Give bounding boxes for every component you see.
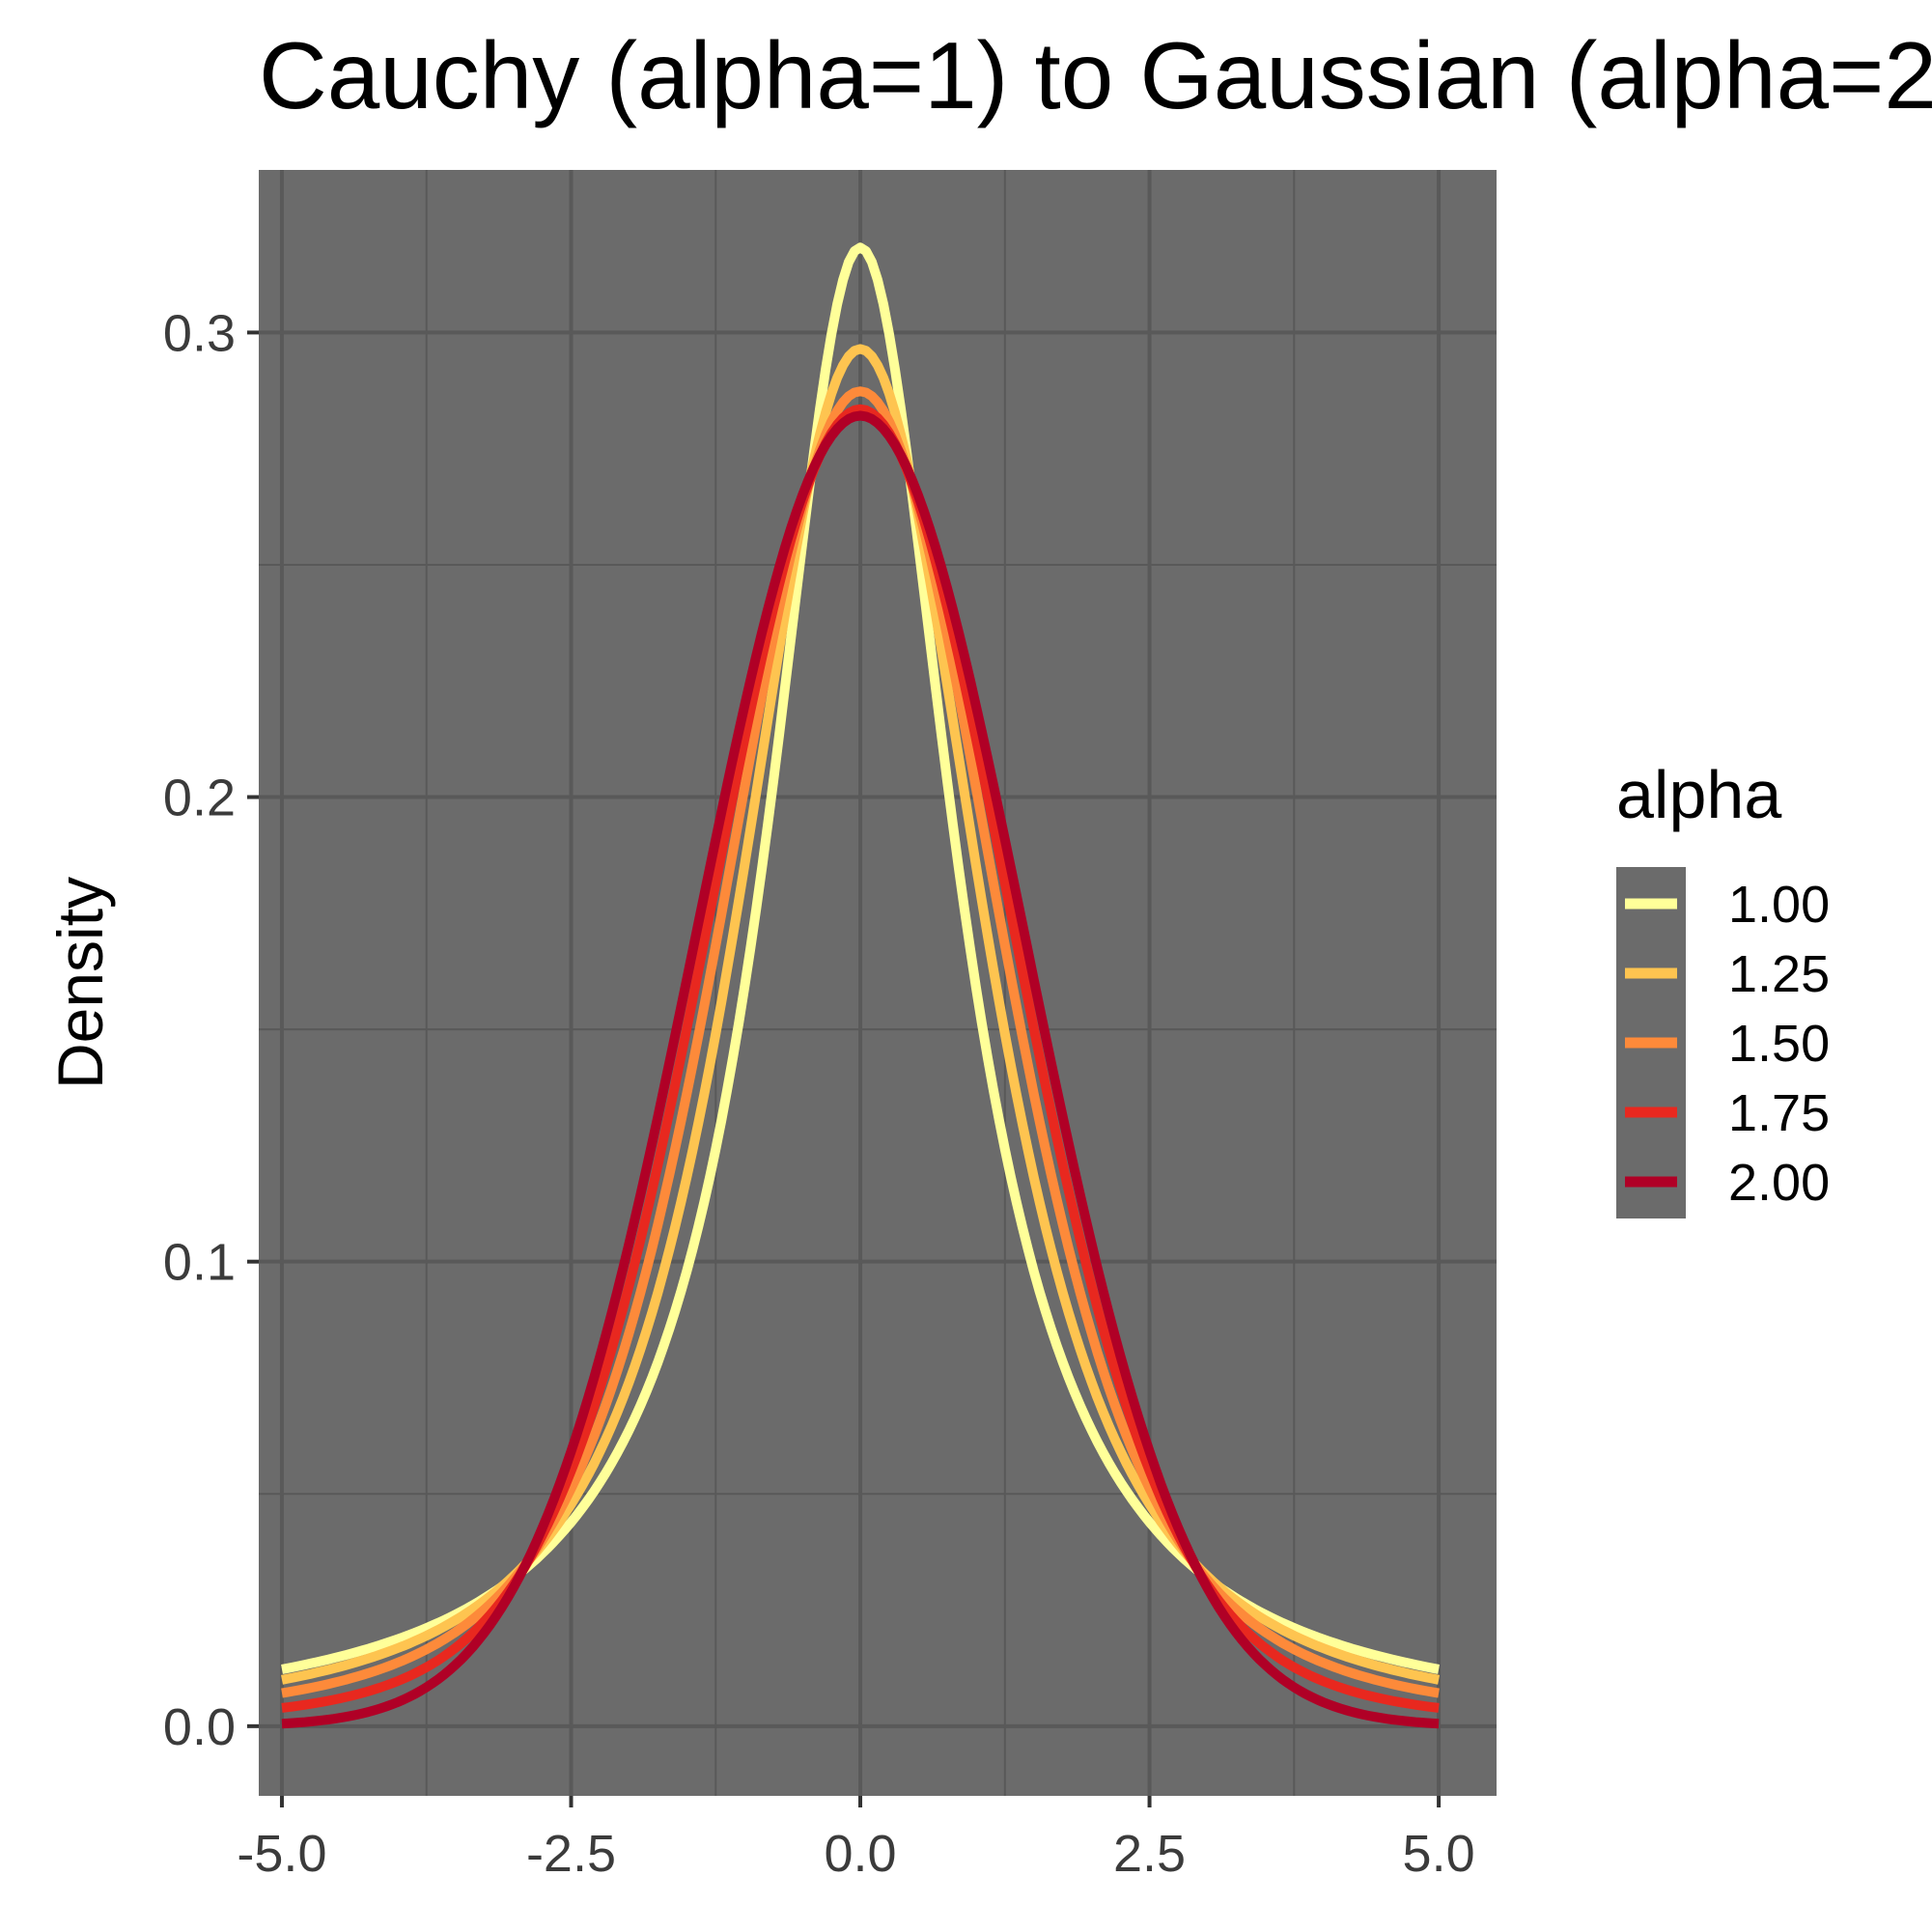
chart-title: Cauchy (alpha=1) to Gaussian (alpha=2 [259,22,1932,128]
y-tick-label: 0.1 [163,1234,236,1292]
x-tick-label: 2.5 [1113,1825,1186,1883]
legend-label: 1.00 [1728,876,1830,934]
y-tick-label: 0.3 [163,304,236,362]
axis-ticks: -5.0 -2.5 0.0 2.5 5.0 0.0 0.1 0.2 0.3 [163,304,1475,1883]
series-lines [281,242,1441,1729]
legend-items: 1.00 1.25 1.50 1.75 2.00 [1625,876,1830,1212]
x-tick-label: 5.0 [1403,1825,1475,1883]
series-line-2-00 [281,410,1440,1729]
plot-panel [259,170,1497,1796]
legend-label: 1.50 [1728,1015,1830,1073]
legend: alpha 1.00 1.25 1.50 1.75 2.00 [1616,757,1830,1218]
series-line-1-75 [281,404,1440,1713]
series-line-1-50 [281,386,1440,1698]
x-tick-label: 0.0 [824,1825,896,1883]
y-tick-label: 0.2 [163,770,236,827]
x-tick-label: -5.0 [237,1825,326,1883]
y-axis-label: Density [44,877,116,1089]
legend-label: 2.00 [1728,1154,1830,1212]
x-tick-label: -2.5 [526,1825,616,1883]
legend-label: 1.75 [1728,1084,1830,1142]
legend-title: alpha [1616,757,1781,832]
series-line-1-25 [281,344,1441,1685]
y-tick-label: 0.0 [163,1698,236,1756]
legend-label: 1.25 [1728,945,1830,1003]
